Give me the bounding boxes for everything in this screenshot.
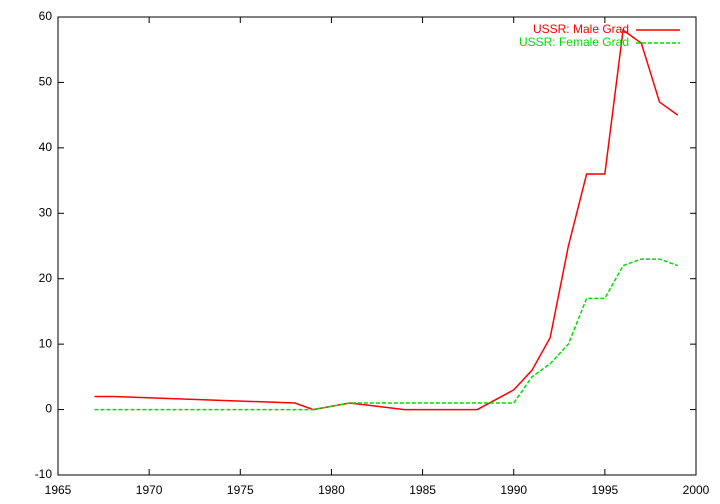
x-tick-label: 1970: [136, 483, 163, 497]
plot-border: [57, 16, 697, 476]
line: [94, 258, 679, 411]
x-tick-label: 1990: [500, 483, 527, 497]
line: [94, 28, 679, 411]
x-tick-label: 1985: [409, 483, 436, 497]
x-tick-label: 1975: [227, 483, 254, 497]
x-tick-label: 1995: [592, 483, 619, 497]
legend-label: USSR: Male Grad: [533, 22, 629, 36]
x-tick-label: 2000: [683, 483, 710, 497]
y-tick-label: 30: [39, 205, 53, 219]
y-tick-label: 10: [39, 336, 53, 350]
x-tick-label: 1965: [45, 483, 72, 497]
legend-label: USSR: Female Grad: [519, 35, 629, 49]
y-tick-label: 50: [39, 75, 53, 89]
y-tick-label: 60: [39, 9, 53, 23]
y-tick-label: 20: [39, 271, 53, 285]
y-tick-label: 0: [45, 402, 52, 416]
x-tick-label: 1980: [318, 483, 345, 497]
y-tick-label: -10: [35, 467, 53, 481]
y-tick-label: 40: [39, 140, 53, 154]
